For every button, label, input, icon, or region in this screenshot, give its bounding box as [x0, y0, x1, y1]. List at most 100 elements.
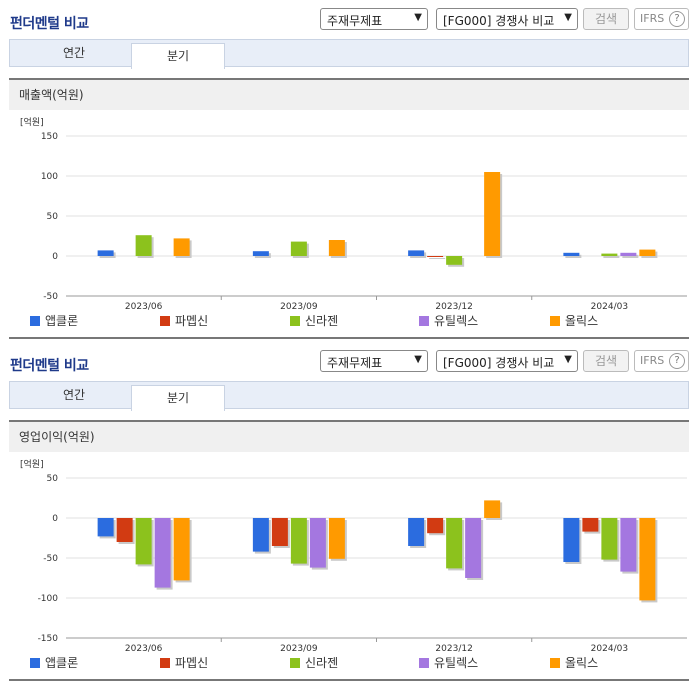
legend-swatch: [550, 316, 560, 326]
legend-label: 올릭스: [565, 656, 599, 670]
x-tick-label: 2023/09: [280, 302, 318, 310]
legend-swatch: [160, 658, 170, 668]
help-icon[interactable]: ?: [669, 353, 685, 369]
panel-revenue: 펀더멘털 비교 주재무제표 ▼ [FG000] 경쟁사 비교 ▼ 검색 IFRS…: [9, 8, 689, 339]
legend-item[interactable]: 앱클론: [30, 654, 78, 671]
panel-operating-profit: 펀더멘털 비교 주재무제표 ▼ [FG000] 경쟁사 비교 ▼ 검색 IFRS…: [0, 342, 696, 684]
bar: [427, 256, 444, 257]
x-tick-label: 2023/09: [280, 644, 318, 652]
bar: [484, 172, 501, 256]
search-button[interactable]: 검색: [583, 8, 629, 30]
statement-select-value: 주재무제표: [327, 356, 383, 370]
ifrs-label: IFRS: [640, 354, 665, 367]
statement-select-value: 주재무제표: [327, 14, 383, 28]
legend-item[interactable]: 신라젠: [290, 654, 338, 671]
tab-quarterly[interactable]: 분기: [131, 385, 225, 411]
section-header: 영업이익(억원): [9, 420, 689, 452]
bar: [563, 252, 580, 256]
bar: [620, 252, 637, 256]
legend-item[interactable]: 유틸렉스: [419, 312, 478, 329]
legend-item[interactable]: 올릭스: [550, 312, 598, 329]
tab-annual[interactable]: 연간: [62, 46, 86, 60]
y-tick-label: 50: [47, 474, 59, 484]
chevron-down-icon: ▼: [564, 12, 572, 23]
bar: [271, 518, 288, 546]
page-title: 펀더멘털 비교: [10, 16, 89, 32]
bar: [290, 241, 307, 256]
bar: [173, 518, 190, 581]
statement-select[interactable]: 주재무제표 ▼: [320, 350, 428, 372]
y-tick-label: 50: [47, 212, 59, 222]
legend-item[interactable]: 파멥신: [160, 654, 208, 671]
chevron-down-icon: ▼: [414, 354, 422, 365]
bar-shadow: [429, 258, 446, 259]
bar: [135, 235, 152, 256]
peer-group-select[interactable]: [FG000] 경쟁사 비교 ▼: [436, 8, 578, 30]
bar-shadow: [622, 254, 639, 258]
section-header: 매출액(억원): [9, 78, 689, 110]
bar: [252, 518, 269, 552]
y-tick-label: 0: [52, 514, 58, 524]
bar: [154, 518, 171, 588]
bar: [135, 518, 152, 565]
x-tick-label: 2023/06: [125, 302, 163, 310]
legend-swatch: [419, 658, 429, 668]
legend-item[interactable]: 올릭스: [550, 654, 598, 671]
x-tick-label: 2023/06: [125, 644, 163, 652]
x-tick-label: 2024/03: [591, 302, 628, 310]
search-button[interactable]: 검색: [583, 350, 629, 372]
peer-group-select[interactable]: [FG000] 경쟁사 비교 ▼: [436, 350, 578, 372]
legend-item[interactable]: 파멥신: [160, 312, 208, 329]
bar: [408, 250, 425, 256]
legend-item[interactable]: 유틸렉스: [419, 654, 478, 671]
y-axis-unit-label: [억원]: [20, 458, 44, 470]
bar: [252, 251, 269, 256]
x-tick-label: 2024/03: [591, 644, 628, 652]
legend-item[interactable]: 신라젠: [290, 312, 338, 329]
peer-group-select-value: [FG000] 경쟁사 비교: [443, 356, 555, 370]
bar: [309, 518, 326, 568]
page-title: 펀더멘털 비교: [10, 358, 89, 374]
bar: [427, 518, 444, 534]
y-tick-label: -50: [43, 554, 58, 564]
bar: [408, 518, 425, 546]
legend-swatch: [160, 316, 170, 326]
bar-shadow: [565, 254, 582, 258]
bar: [328, 518, 345, 559]
legend-item[interactable]: 앱클론: [30, 312, 78, 329]
bar: [116, 518, 133, 542]
legend-label: 신라젠: [305, 314, 339, 328]
legend-label: 파멥신: [175, 314, 209, 328]
bar: [97, 250, 114, 256]
legend-label: 유틸렉스: [434, 656, 479, 670]
bar: [465, 518, 482, 578]
divider: [9, 679, 689, 681]
legend-label: 유틸렉스: [434, 314, 479, 328]
period-tabs: 연간 분기: [9, 381, 689, 411]
y-tick-label: -150: [38, 634, 59, 644]
bar: [97, 518, 114, 537]
y-tick-label: 100: [41, 172, 58, 182]
operating-profit-chart: [억원] -150 -100 -50 0 50 2023/06 2023/09 2023/12 2…: [20, 458, 687, 652]
ifrs-toggle[interactable]: IFRS ?: [634, 8, 689, 30]
bar: [173, 238, 190, 256]
bar: [601, 518, 618, 560]
bar: [601, 253, 618, 256]
tab-quarterly[interactable]: 분기: [131, 43, 225, 69]
legend-swatch: [30, 658, 40, 668]
statement-select[interactable]: 주재무제표 ▼: [320, 8, 428, 30]
bar: [484, 500, 501, 518]
legend-label: 앱클론: [45, 656, 79, 670]
chevron-down-icon: ▼: [414, 12, 422, 23]
legend-label: 올릭스: [565, 314, 599, 328]
tab-annual[interactable]: 연간: [62, 388, 86, 402]
help-icon[interactable]: ?: [669, 11, 685, 27]
ifrs-toggle[interactable]: IFRS ?: [634, 350, 689, 372]
y-tick-label: 0: [52, 252, 58, 262]
bar: [620, 518, 637, 572]
divider: [9, 337, 689, 339]
y-tick-label: -100: [38, 594, 59, 604]
legend-swatch: [419, 316, 429, 326]
chevron-down-icon: ▼: [564, 354, 572, 365]
bar: [563, 518, 580, 562]
